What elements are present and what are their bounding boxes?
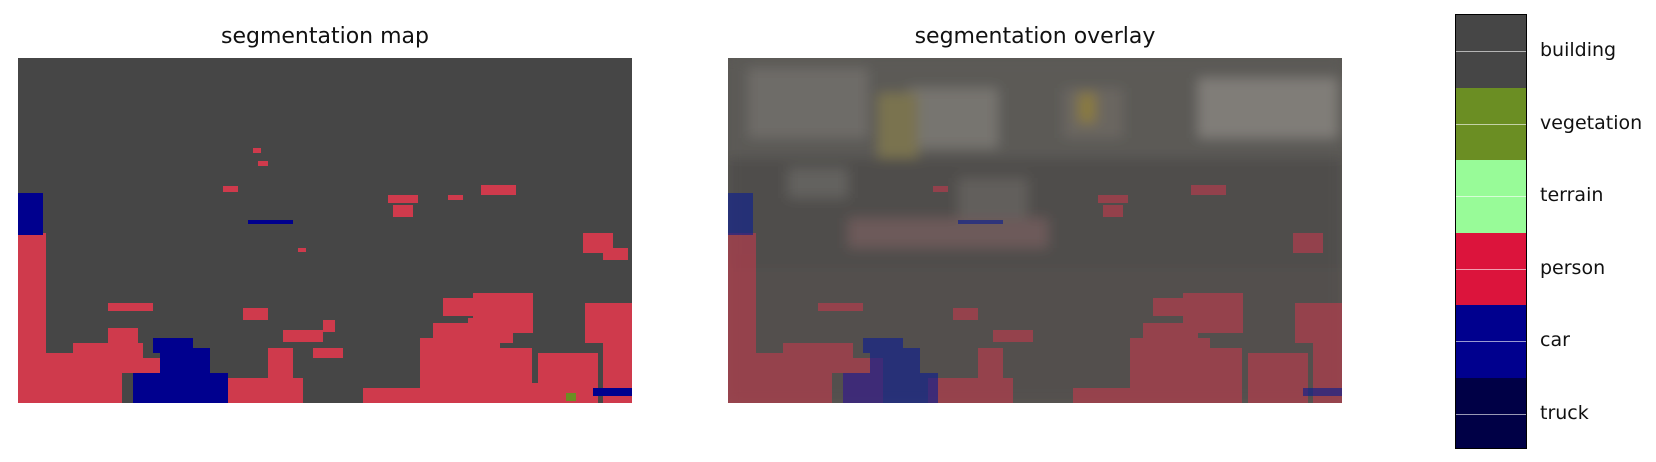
- colorbar-tick-truck: [1456, 414, 1526, 415]
- colorbar-label-building: building: [1540, 39, 1617, 61]
- colorbar-label-car: car: [1540, 329, 1570, 351]
- colorbar-tick-car: [1456, 341, 1526, 342]
- colorbar-label-vegetation: vegetation: [1540, 112, 1643, 134]
- colorbar-tick-person: [1456, 269, 1526, 270]
- segmentation-map-image: [18, 58, 632, 403]
- colorbar-segment-truck: [1456, 377, 1526, 448]
- colorbar-label-truck: truck: [1540, 402, 1589, 424]
- segmentation-map-shapes: [18, 148, 632, 403]
- segmentation-overlay-shapes: [728, 58, 1342, 403]
- segmentation-map-title: segmentation map: [221, 24, 429, 49]
- colorbar-tick-vegetation: [1456, 124, 1526, 125]
- segmentation-overlay-title: segmentation overlay: [914, 24, 1156, 49]
- colorbar-label-person: person: [1540, 257, 1606, 279]
- colorbar-tick-terrain: [1456, 196, 1526, 197]
- colorbar-tick-building: [1456, 51, 1526, 52]
- colorbar-label-terrain: terrain: [1540, 184, 1604, 206]
- class-colorbar: [1455, 14, 1527, 449]
- segmentation-overlay-image: [728, 58, 1342, 403]
